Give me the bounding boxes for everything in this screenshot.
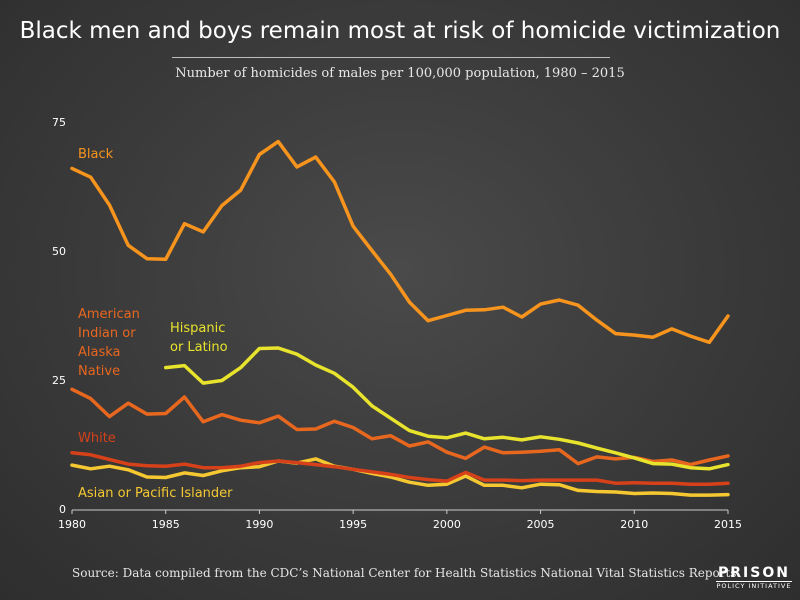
x-tick-label: 1985 bbox=[152, 518, 180, 531]
x-tick-label: 2005 bbox=[527, 518, 555, 531]
series-label-american-indian-or-alaska-native: Alaska bbox=[78, 345, 121, 360]
chart-title: Black men and boys remain most at risk o… bbox=[19, 18, 781, 44]
series-label-american-indian-or-alaska-native: American bbox=[78, 307, 140, 322]
y-tick-label: 50 bbox=[52, 245, 66, 258]
logo-wordmark: PRISON bbox=[718, 565, 790, 581]
prison-policy-initiative-logo: PRISON POLICY INITIATIVE bbox=[716, 565, 792, 591]
series-line-american-indian-or-alaska-native bbox=[70, 387, 730, 467]
series-label-american-indian-or-alaska-native: Native bbox=[78, 364, 120, 379]
chart-series-lines bbox=[70, 139, 730, 497]
x-tick-label: 2000 bbox=[433, 518, 461, 531]
series-line-asian-or-pacific-islander bbox=[70, 457, 730, 497]
x-tick-label: 1980 bbox=[58, 518, 86, 531]
subtitle-divider bbox=[172, 57, 610, 58]
series-line-hispanic-or-latino bbox=[163, 346, 730, 471]
series-label-white: White bbox=[78, 431, 116, 446]
logo-tagline: POLICY INITIATIVE bbox=[716, 581, 792, 590]
x-tick-label: 2010 bbox=[620, 518, 648, 531]
x-tick-label: 1995 bbox=[339, 518, 367, 531]
series-label-black: Black bbox=[78, 147, 114, 162]
chart-subtitle: Number of homicides of males per 100,000… bbox=[175, 66, 625, 81]
series-label-asian-or-pacific-islander: Asian or Pacific Islander bbox=[78, 486, 233, 501]
y-tick-label: 75 bbox=[52, 116, 66, 129]
x-tick-label: 2015 bbox=[714, 518, 742, 531]
y-tick-label: 0 bbox=[59, 503, 66, 516]
series-line-white bbox=[70, 451, 730, 486]
chart-series-labels: Asian or Pacific Islander White American In… bbox=[78, 147, 233, 501]
chart-axes: 0 25 50 75 1980 1985 1990 1995 2000 2005 2010 2015 bbox=[52, 116, 742, 531]
series-label-american-indian-or-alaska-native: Indian or bbox=[78, 326, 136, 341]
series-label-hispanic-or-latino: Hispanic bbox=[170, 321, 225, 336]
series-line-black bbox=[70, 139, 730, 345]
series-label-hispanic-or-latino: or Latino bbox=[170, 340, 228, 355]
x-tick-label: 1990 bbox=[245, 518, 273, 531]
y-tick-label: 25 bbox=[52, 374, 66, 387]
source-note: Source: Data compiled from the CDC’s Nat… bbox=[72, 566, 737, 580]
